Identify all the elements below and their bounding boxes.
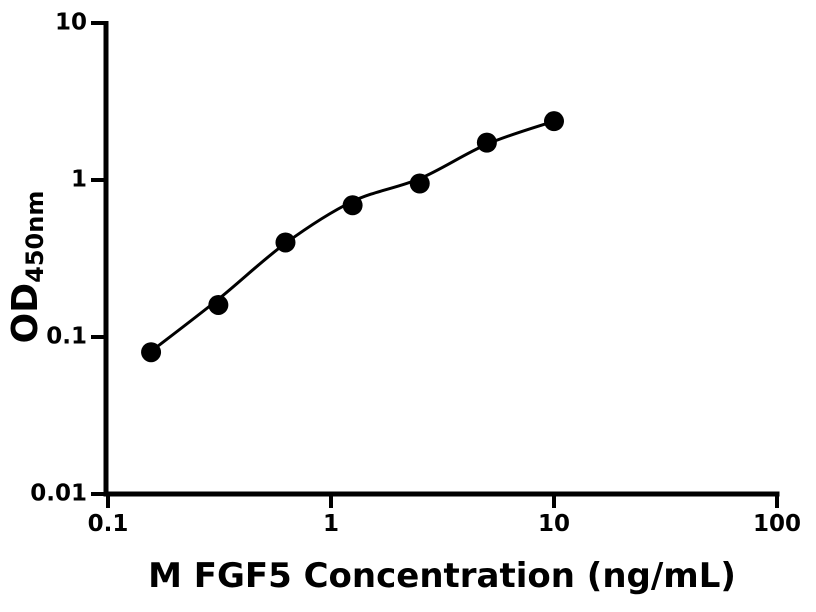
y-axis-title-subscript: 450nm bbox=[21, 190, 49, 283]
y-tick-label: 0.1 bbox=[46, 323, 87, 350]
data-point-marker bbox=[275, 232, 296, 253]
data-points bbox=[141, 111, 564, 363]
x-tick-label: 100 bbox=[752, 511, 802, 537]
y-tick-label: 10 bbox=[54, 9, 87, 36]
fit-curve bbox=[150, 119, 555, 353]
data-point-marker bbox=[208, 294, 229, 315]
data-point-marker bbox=[544, 111, 564, 132]
x-tick-label: 1 bbox=[322, 511, 340, 537]
y-axis-title-main: OD bbox=[5, 282, 46, 344]
y-tick-label: 0.01 bbox=[30, 480, 87, 507]
axes bbox=[91, 21, 780, 508]
data-point-marker bbox=[141, 342, 162, 363]
x-tick-label: 0.1 bbox=[87, 511, 129, 537]
y-tick-label: 1 bbox=[70, 166, 87, 193]
x-tick-label: 10 bbox=[537, 511, 571, 537]
data-point-marker bbox=[409, 173, 430, 194]
x-axis-title: M FGF5 Concentration (ng/mL) bbox=[148, 556, 736, 596]
y-axis-title: OD450nm bbox=[5, 191, 49, 344]
data-point-marker bbox=[342, 195, 363, 216]
data-point-marker bbox=[476, 132, 497, 153]
